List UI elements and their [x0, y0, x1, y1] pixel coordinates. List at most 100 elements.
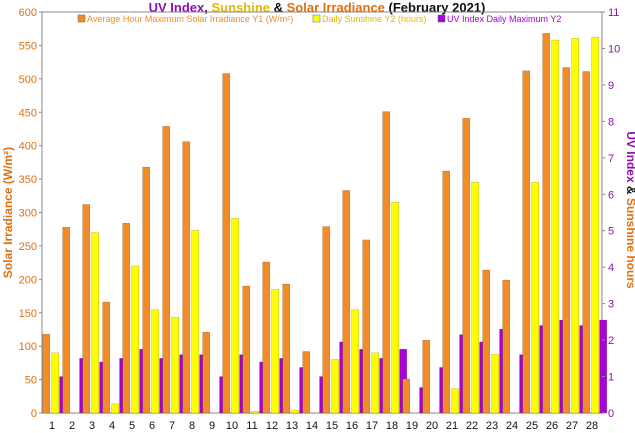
x-tick-label-3: 3 [89, 420, 95, 432]
bar-s0-18 [382, 111, 391, 414]
left-tick-label-300: 300 [19, 208, 37, 220]
right-tick-label-4: 4 [608, 262, 614, 274]
x-tick-label-27: 27 [566, 420, 578, 432]
x-tick-label-20: 20 [426, 420, 438, 432]
bar-s1-5 [131, 265, 140, 414]
x-tick-label-24: 24 [506, 420, 518, 432]
bar-s0-27 [562, 67, 571, 414]
x-tick-label-7: 7 [169, 420, 175, 432]
bar-s0-3 [82, 204, 91, 414]
bar-s0-25 [522, 70, 531, 414]
legend-swatch-2 [437, 14, 446, 23]
x-tick-label-14: 14 [306, 420, 318, 432]
bar-s0-15 [322, 226, 331, 414]
bar-s0-20 [422, 339, 431, 414]
x-tick-label-12: 12 [266, 420, 278, 432]
x-tick-label-1: 1 [49, 420, 55, 432]
bar-s0-5 [122, 222, 131, 414]
left-tick-label-550: 550 [19, 40, 37, 52]
x-tick-label-10: 10 [226, 420, 238, 432]
bar-s0-23 [482, 269, 491, 414]
bar-s0-13 [282, 283, 291, 414]
left-tick-label-150: 150 [19, 308, 37, 320]
bars [42, 33, 607, 414]
title-part-2: Sunshine [212, 0, 271, 15]
left-axis-title: Solar Irradiance (W/m²) [1, 147, 15, 278]
bar-s0-21 [442, 170, 451, 414]
bar-s1-6 [151, 309, 160, 414]
bar-s0-10 [222, 73, 231, 414]
legend-label-2: UV Index Daily Maximum Y2 [447, 14, 561, 24]
x-tick-label-2: 2 [69, 420, 75, 432]
bar-s1-8 [191, 230, 200, 414]
right-tick-label-8: 8 [608, 116, 614, 128]
right-tick-label-10: 10 [608, 43, 620, 55]
bar-s1-15 [331, 359, 340, 414]
bar-s1-28 [591, 36, 600, 414]
x-tick-label-9: 9 [209, 420, 215, 432]
bar-s0-12 [262, 261, 271, 414]
left-tick-label-100: 100 [19, 341, 37, 353]
bar-s1-7 [171, 316, 180, 414]
x-tick-label-19: 19 [406, 420, 418, 432]
x-tick-label-16: 16 [346, 420, 358, 432]
right-tick-label-0: 0 [608, 408, 614, 420]
x-tick-label-8: 8 [189, 420, 195, 432]
x-tick-label-18: 18 [386, 420, 398, 432]
x-tick-label-21: 21 [446, 420, 458, 432]
left-tick-label-250: 250 [19, 241, 37, 253]
bar-s0-14 [302, 351, 311, 414]
bar-s0-11 [242, 285, 251, 414]
title-part-4: Solar Irradiance [287, 0, 385, 15]
bar-s1-21 [451, 388, 460, 414]
bar-s0-8 [182, 141, 191, 414]
left-tick-label-600: 600 [19, 7, 37, 19]
bar-s1-23 [491, 354, 500, 414]
title-part-5: (February 2021) [385, 0, 485, 15]
right-axis-title-part-0: UV Index [624, 131, 635, 183]
left-tick-label-50: 50 [25, 375, 37, 387]
bar-s1-25 [531, 182, 540, 414]
x-tick-label-17: 17 [366, 420, 378, 432]
left-tick-label-400: 400 [19, 141, 37, 153]
bar-s0-28 [582, 71, 591, 414]
x-tick-label-11: 11 [246, 420, 257, 432]
title-part-3: & [270, 0, 287, 15]
bar-s1-22 [471, 182, 480, 414]
x-tick-label-15: 15 [326, 420, 338, 432]
right-axis-title-part-2: Sunshine hours [624, 198, 635, 289]
bar-s1-26 [551, 39, 560, 414]
bar-s0-9 [202, 331, 211, 414]
legend: Average Hour Maximum Solar Irradiance Y1… [77, 14, 561, 24]
legend-swatch-0 [77, 14, 86, 23]
chart-title: UV Index, Sunshine & Solar Irradiance (F… [149, 0, 486, 15]
bar-s1-27 [571, 38, 580, 414]
bar-s0-2 [62, 227, 71, 414]
bar-s1-4 [111, 403, 120, 414]
x-tick-label-13: 13 [286, 420, 298, 432]
left-tick-label-450: 450 [19, 107, 37, 119]
bar-s1-12 [271, 289, 280, 414]
bar-s0-1 [42, 333, 51, 414]
x-tick-label-5: 5 [129, 420, 135, 432]
left-tick-label-350: 350 [19, 174, 37, 186]
left-tick-label-200: 200 [19, 274, 37, 286]
right-tick-label-3: 3 [608, 299, 614, 311]
bar-s1-1 [51, 352, 60, 414]
bar-s0-17 [362, 239, 371, 414]
x-tick-label-6: 6 [149, 420, 155, 432]
left-tick-label-0: 0 [31, 408, 37, 420]
bar-s1-13 [291, 409, 300, 414]
bar-s1-3 [91, 232, 100, 414]
bar-s1-18 [391, 202, 400, 414]
right-tick-label-5: 5 [608, 226, 614, 238]
x-tick-label-4: 4 [109, 420, 115, 432]
right-tick-label-9: 9 [608, 80, 614, 92]
right-tick-label-11: 11 [608, 7, 619, 19]
right-axis-title: UV Index & Sunshine hours [624, 131, 635, 289]
bar-s0-16 [342, 190, 351, 414]
bar-s0-6 [142, 166, 151, 414]
legend-label-0: Average Hour Maximum Solar Irradiance Y1… [87, 14, 293, 24]
bar-s1-16 [351, 309, 360, 414]
